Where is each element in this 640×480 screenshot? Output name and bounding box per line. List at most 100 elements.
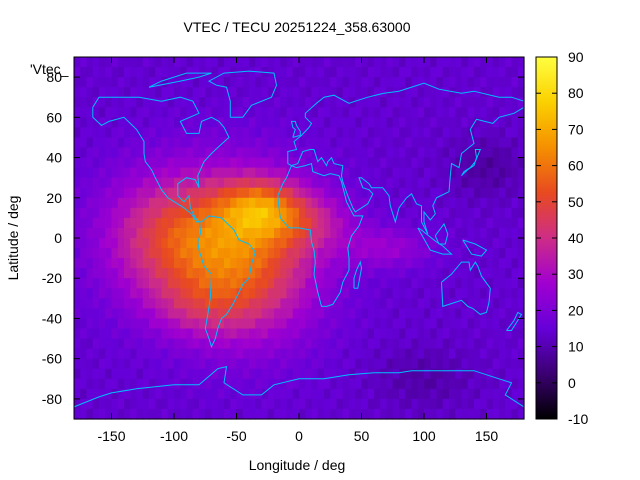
- heatmap-cell: [342, 388, 350, 400]
- heatmap-cell: [367, 217, 375, 229]
- heatmap-cell: [342, 97, 350, 108]
- heatmap-cell: [211, 298, 219, 309]
- heatmap-cell: [436, 238, 444, 249]
- heatmap-cell: [292, 258, 300, 269]
- heatmap-cell: [424, 368, 431, 380]
- heatmap-cell: [467, 137, 475, 149]
- heatmap-cell: [105, 308, 113, 320]
- heatmap-cell: [174, 217, 181, 229]
- heatmap-cell: [499, 197, 506, 209]
- heatmap-cell: [124, 77, 131, 88]
- heatmap-cell: [211, 238, 219, 249]
- heatmap-cell: [99, 167, 106, 179]
- heatmap-cell: [142, 197, 150, 209]
- heatmap-cell: [449, 398, 456, 410]
- heatmap-cell: [311, 187, 319, 199]
- heatmap-cell: [92, 77, 100, 88]
- heatmap-cell: [142, 328, 150, 340]
- heatmap-cell: [405, 258, 413, 269]
- heatmap-cell: [317, 368, 325, 380]
- heatmap-cell: [224, 298, 231, 309]
- heatmap-cell: [124, 298, 131, 309]
- heatmap-cell: [436, 207, 444, 219]
- heatmap-cell: [467, 308, 475, 320]
- heatmap-cell: [417, 167, 425, 179]
- heatmap-cell: [474, 378, 481, 390]
- heatmap-cell: [405, 388, 413, 400]
- heatmap-cell: [217, 207, 225, 219]
- heatmap-cell: [117, 97, 125, 108]
- heatmap-cell: [330, 77, 338, 88]
- heatmap-cell: [111, 408, 119, 420]
- heatmap-cell: [286, 298, 294, 309]
- heatmap-cell: [99, 207, 106, 219]
- heatmap-cell: [342, 328, 350, 340]
- heatmap-cell: [317, 217, 325, 229]
- heatmap-cell: [117, 177, 125, 189]
- heatmap-cell: [186, 278, 194, 289]
- x-tick-label: 100: [412, 428, 436, 444]
- heatmap-cell: [374, 87, 381, 98]
- heatmap-cell: [292, 57, 300, 68]
- heatmap-cell: [167, 368, 175, 380]
- heatmap-cell: [299, 348, 306, 360]
- heatmap-cell: [517, 318, 525, 330]
- heatmap-cell: [161, 207, 169, 219]
- heatmap-cell: [167, 217, 175, 229]
- heatmap-cell: [317, 197, 325, 209]
- heatmap-cell: [330, 147, 338, 159]
- heatmap-cell: [199, 167, 206, 179]
- heatmap-cell: [417, 278, 425, 289]
- heatmap-cell: [205, 197, 213, 209]
- heatmap-cell: [305, 378, 313, 390]
- heatmap-cell: [355, 157, 363, 169]
- heatmap-cell: [486, 378, 494, 390]
- heatmap-cell: [92, 217, 100, 229]
- heatmap-cell: [486, 77, 494, 88]
- heatmap-cell: [449, 368, 456, 380]
- heatmap-cell: [105, 358, 113, 370]
- heatmap-cell: [386, 157, 394, 169]
- heatmap-cell: [336, 248, 344, 259]
- heatmap-cell: [267, 97, 275, 108]
- heatmap-cell: [92, 117, 100, 128]
- heatmap-cell: [167, 207, 175, 219]
- heatmap-cell: [217, 318, 225, 330]
- heatmap-cell: [486, 97, 494, 108]
- heatmap-cell: [105, 328, 113, 340]
- heatmap-cell: [161, 77, 169, 88]
- heatmap-cell: [117, 248, 125, 259]
- colorbar-tick-label: 70: [568, 121, 584, 137]
- heatmap-cell: [511, 408, 519, 420]
- heatmap-cell: [136, 207, 144, 219]
- coastlines: [73, 70, 525, 408]
- heatmap-cell: [124, 217, 131, 229]
- heatmap-cell: [361, 378, 369, 390]
- heatmap-cell: [492, 408, 500, 420]
- heatmap-cell: [205, 298, 213, 309]
- heatmap-cell: [92, 308, 100, 320]
- heatmap-cell: [461, 258, 469, 269]
- heatmap-cell: [505, 157, 513, 169]
- heatmap-cell: [274, 217, 281, 229]
- heatmap-cell: [367, 378, 375, 390]
- heatmap-cell: [411, 258, 419, 269]
- heatmap-cell: [180, 268, 188, 279]
- heatmap-cell: [242, 77, 250, 88]
- heatmap-cell: [486, 298, 494, 309]
- heatmap-cell: [517, 328, 525, 340]
- heatmap-cell: [92, 57, 100, 68]
- heatmap-cell: [236, 318, 244, 330]
- heatmap-cell: [399, 167, 406, 179]
- heatmap-cell: [224, 227, 231, 239]
- heatmap-cell: [405, 268, 413, 279]
- heatmap-cell: [374, 167, 381, 179]
- heatmap-cell: [249, 358, 256, 370]
- heatmap-cell: [117, 167, 125, 179]
- heatmap-cell: [99, 358, 106, 370]
- heatmap-cell: [317, 187, 325, 199]
- heatmap-cell: [461, 217, 469, 229]
- heatmap-cell: [155, 338, 163, 350]
- heatmap-cell: [474, 398, 481, 410]
- heatmap-cell: [211, 217, 219, 229]
